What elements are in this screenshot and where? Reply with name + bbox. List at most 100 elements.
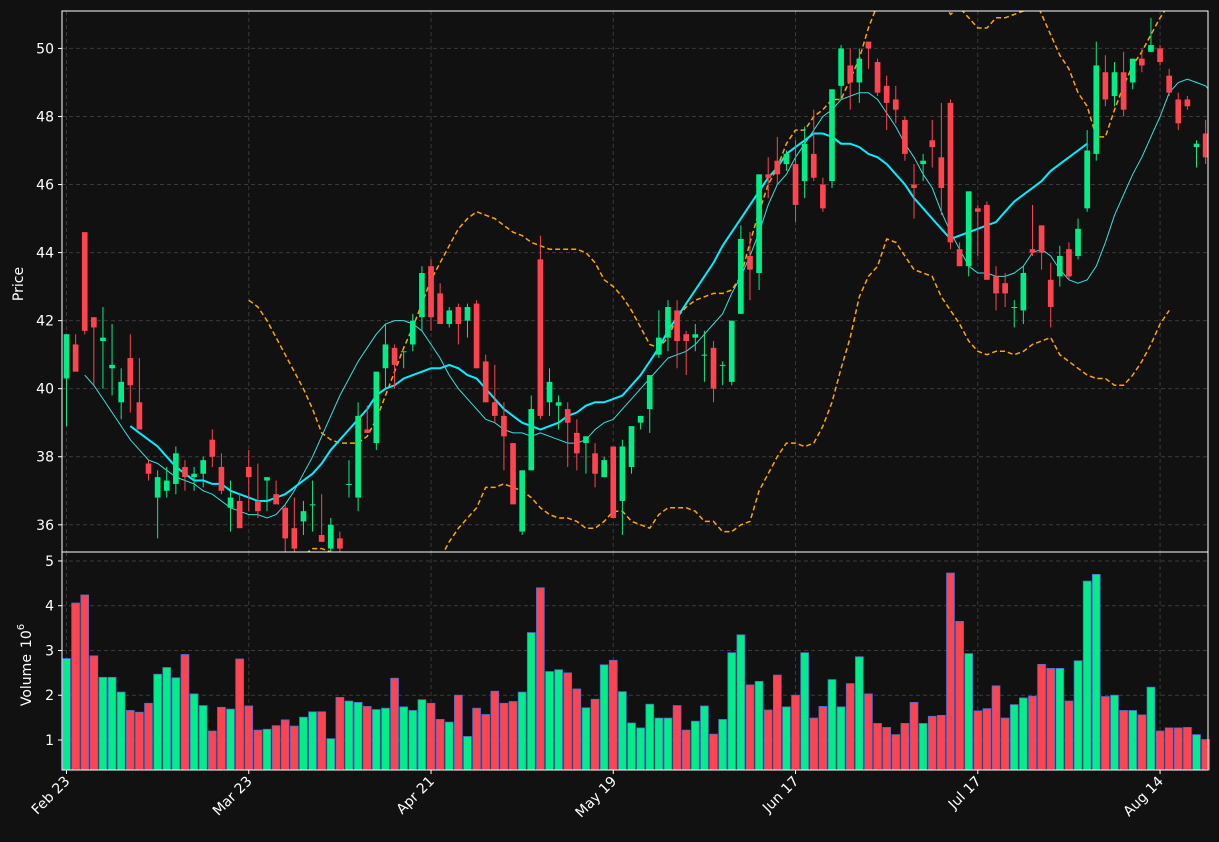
volume-bar [1000,717,1010,771]
candle-body [245,466,252,478]
volume-bar [326,738,336,771]
volume-bar [763,709,773,771]
candle-body [555,402,562,406]
candle-body [218,466,225,491]
candle [829,89,835,188]
volume-bar [973,710,983,771]
candle-body [1075,228,1081,256]
candle-body [1111,72,1118,97]
candle-body [911,184,917,188]
candle [1184,96,1191,110]
candle-body [902,119,908,154]
candle-body [756,174,762,273]
candle-body [510,443,516,505]
volume-bar [116,691,126,771]
price-tick-label: 42 [36,314,54,330]
candle [774,136,781,185]
candle-body [1148,45,1154,52]
volume-panel-frame [61,551,1209,771]
candle-body [1066,249,1072,277]
candle [1202,119,1208,165]
candle [191,466,197,491]
volume-bar [1173,727,1183,771]
candle-body [81,232,88,331]
candle [537,235,544,420]
candle [291,497,298,552]
candle-body [391,347,398,365]
candle-body [537,259,544,416]
candle-body [1056,255,1063,277]
candle [1148,17,1154,52]
candle-body [309,504,316,506]
candle-body [419,272,425,318]
volume-bar [663,717,673,771]
volume-bar [499,702,509,771]
volume-bar [62,658,71,771]
volume-bar [991,685,1001,771]
volume-bar [900,723,910,771]
volume-bar [71,602,80,771]
candle-body [1038,225,1045,253]
volume-bar [718,719,727,771]
candle [555,395,562,430]
candle [665,300,671,352]
candle-body [428,266,434,318]
volume-axis-label: Volume 106 [16,624,35,706]
volume-bar [408,710,418,771]
volume-axis-exponent: 6 [16,624,27,630]
volume-bar [1137,714,1147,771]
candle-body [892,99,899,110]
volume-bar [89,655,99,771]
volume-bar [982,708,992,771]
volume-tick-label: 4 [45,599,54,615]
candle [245,449,252,512]
candle [765,157,772,199]
volume-bar [864,693,873,771]
candle [1002,272,1008,308]
candle [491,364,498,423]
candle [227,480,234,532]
volume-bar [381,707,390,771]
candle [473,300,480,369]
candle [965,191,972,277]
candle-body [728,320,735,382]
volume-bar [262,728,272,771]
volume-bar [472,707,481,771]
candle [674,300,680,369]
candle-body [883,85,890,103]
volume-bar [1192,734,1201,771]
volume-bar [317,711,326,771]
volume-bar [599,664,609,771]
candle-body [574,432,580,454]
candle-body [628,426,635,467]
volume-axis-label-text: Volume [19,654,35,706]
volume-bar [772,674,782,771]
volume-bar [636,727,645,771]
candle [1120,51,1127,117]
volume-bar [308,711,317,771]
candle [947,99,954,250]
candle-body [820,184,826,209]
volume-bar [1009,704,1019,771]
volume-bar [946,572,955,771]
volume-tick-label: 5 [45,554,54,570]
volume-bar [1110,694,1119,771]
candle-body [200,460,207,474]
candle-body [765,174,772,178]
candle-body [692,334,699,338]
volume-bar [809,717,819,771]
volume-bar [855,656,864,771]
candle [728,320,735,386]
candle [911,164,917,219]
candle-body [163,480,170,491]
price-tick-label: 46 [36,178,54,194]
candle-body [91,317,97,328]
candle-body [1011,307,1018,309]
candle [920,153,926,182]
volume-bar [80,594,90,771]
volume-bar [444,721,454,771]
volume-bars [62,572,1210,771]
candle [200,456,207,488]
candle-body [956,249,963,267]
